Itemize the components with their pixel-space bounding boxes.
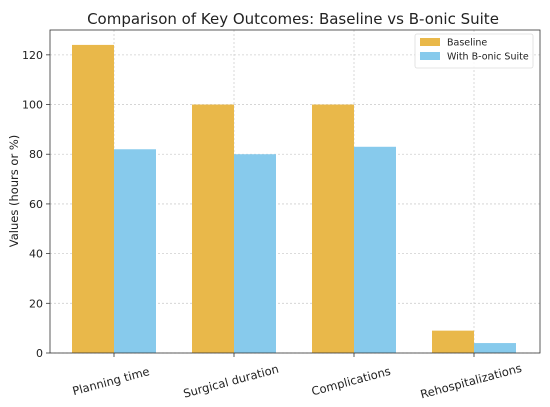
y-tick-label: 0: [36, 347, 43, 360]
bar-with-b-onic-suite: [354, 146, 396, 353]
y-tick-label: 100: [22, 99, 43, 112]
x-tick-label: Rehospitalizations: [419, 361, 523, 402]
legend-box: [414, 33, 534, 69]
y-tick-label: 120: [22, 49, 43, 62]
x-tick-label: Planning time: [71, 364, 151, 398]
legend: Baseline With B-onic Suite: [414, 33, 534, 69]
y-tick-label: 80: [29, 148, 43, 161]
bar-with-b-onic-suite: [114, 149, 156, 353]
y-tick-label: 60: [29, 198, 43, 211]
bar-with-b-onic-suite: [474, 343, 516, 353]
y-ticks: 0 20 40 60 80 100 120: [22, 49, 50, 360]
legend-label: With B-onic Suite: [447, 52, 529, 63]
x-ticks: Planning time Surgical duration Complicati…: [71, 353, 523, 401]
x-tick-label: Surgical duration: [182, 362, 281, 401]
bar-baseline: [72, 44, 114, 354]
bar-baseline: [432, 330, 474, 353]
bars: [72, 44, 516, 354]
axes: [49, 29, 541, 354]
plot-frame: [49, 29, 541, 354]
x-tick-label: Complications: [310, 364, 392, 399]
y-tick-label: 40: [29, 248, 43, 261]
legend-swatch: [420, 38, 440, 46]
bar-with-b-onic-suite: [234, 154, 276, 353]
legend-label: Baseline: [447, 38, 487, 49]
y-tick-label: 20: [29, 297, 43, 310]
bar-baseline: [192, 104, 234, 354]
y-axis-label: Values (hours or %): [7, 135, 21, 248]
bar-baseline: [312, 104, 354, 354]
legend-swatch: [420, 52, 440, 60]
chart-title: Comparison of Key Outcomes: Baseline vs …: [87, 10, 499, 28]
